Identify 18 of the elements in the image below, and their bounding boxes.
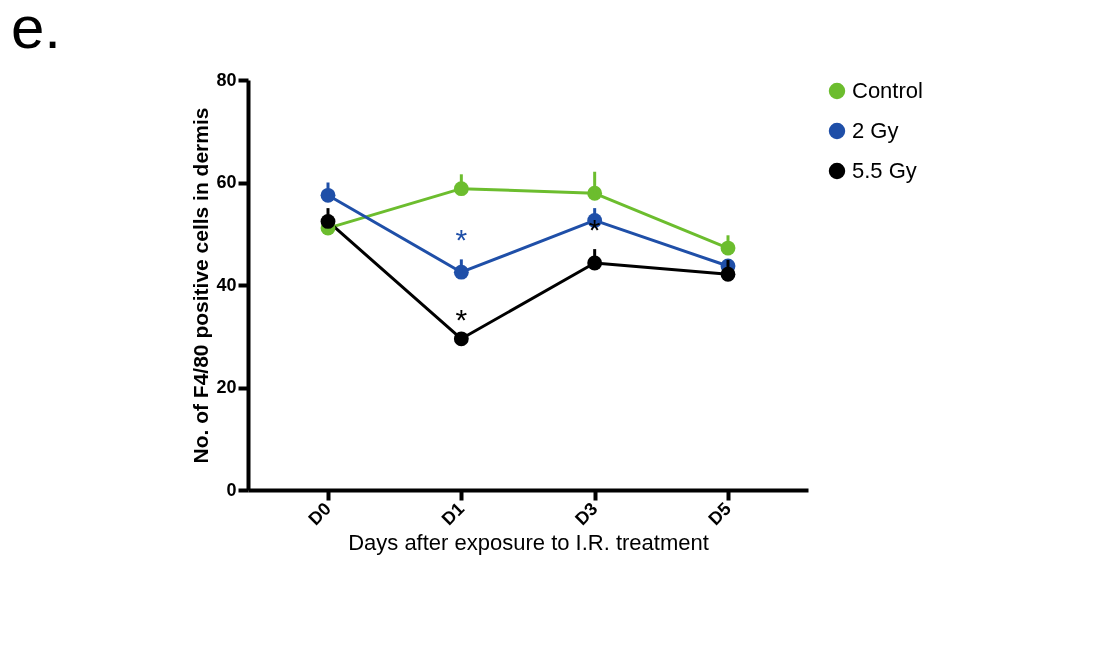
x-tick-label: D3 — [571, 498, 602, 530]
x-axis-title: Days after exposure to I.R. treatment — [348, 530, 709, 556]
y-axis-title: No. of F4/80 positive cells in dermis — [189, 107, 213, 464]
x-tick-label: D0 — [304, 498, 335, 530]
annotation: * — [455, 223, 468, 257]
legend-label: Control — [852, 78, 923, 103]
y-tick-label: 0 — [226, 479, 237, 500]
legend-label: 2 Gy — [852, 118, 899, 143]
y-tick-label: 80 — [216, 69, 237, 90]
y-tick-label: 40 — [216, 274, 237, 295]
x-tick-label: D1 — [437, 498, 469, 530]
y-tick-label: 60 — [216, 172, 237, 192]
annotation: * — [455, 302, 468, 336]
chart-title: e. — [10, 0, 62, 61]
legend-label: 5.5 Gy — [852, 158, 917, 183]
point — [453, 331, 469, 347]
x-tick-label: D5 — [704, 498, 735, 530]
y-tick-label: 20 — [216, 377, 237, 397]
